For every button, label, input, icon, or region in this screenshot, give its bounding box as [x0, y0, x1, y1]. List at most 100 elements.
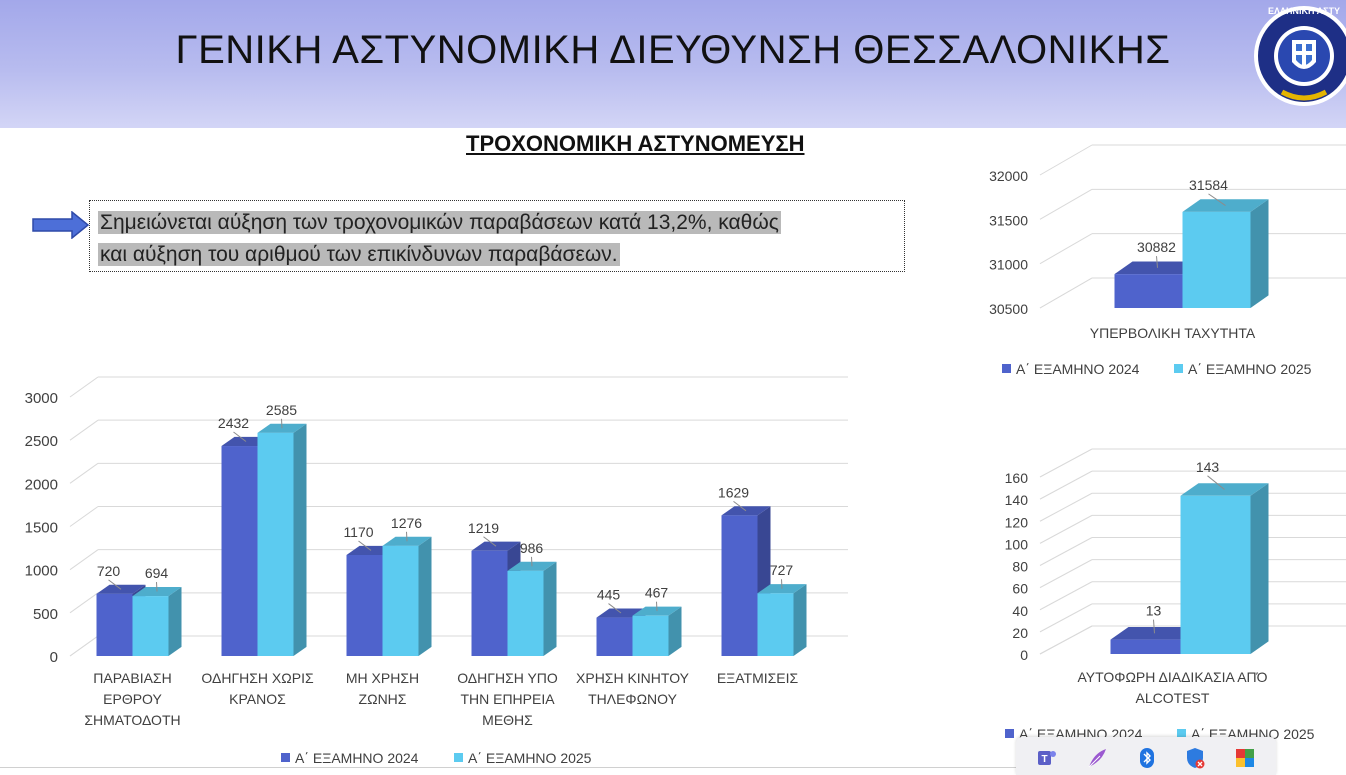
y-tick-label: 60	[1012, 581, 1028, 597]
category-label: ΕΞΑΤΜΙΣΕΙΣ	[717, 670, 799, 686]
grid-line-side	[1039, 144, 1093, 176]
legend-swatch	[1177, 729, 1186, 738]
y-tick-label: 500	[33, 606, 58, 623]
bar	[1182, 211, 1251, 308]
grid-line-side	[69, 592, 99, 614]
bar	[596, 617, 633, 656]
data-label-leader	[233, 431, 247, 442]
legend-label: Α΄ ΕΞΑΜΗΝΟ 2025	[1188, 361, 1312, 377]
grid-line-side	[69, 376, 99, 398]
arrow-right-icon	[32, 211, 90, 239]
alcotest-bar-chart: 0 20 40 60 80 100 120 140 160 13 143 ΑΥΤΟΦΩΡΗ ΔΙΑΔΙ…	[1005, 448, 1346, 742]
grid-line-side	[1039, 448, 1093, 478]
bar-top	[382, 536, 432, 546]
data-label-leader	[483, 536, 497, 547]
grid-line-side	[1039, 581, 1093, 611]
y-tick-label: 1000	[25, 563, 58, 580]
y-tick-label: 1500	[25, 520, 58, 537]
taskbar-tray: T	[1016, 737, 1276, 775]
bar	[721, 515, 758, 656]
data-label: 2585	[266, 402, 297, 418]
teams-icon[interactable]: T	[1036, 747, 1058, 769]
data-label: 30882	[1137, 239, 1176, 255]
grid-line-side	[1039, 625, 1093, 655]
category-label: ΜΕΘΗΣ	[482, 712, 533, 728]
legend-label: Α΄ ΕΞΑΜΗΝΟ 2024	[1016, 361, 1140, 377]
category-label: ALCOTEST	[1136, 690, 1210, 706]
feather-icon[interactable]	[1086, 747, 1108, 769]
legend-swatch	[454, 753, 463, 762]
y-tick-label: 100	[1005, 536, 1029, 552]
note-line-1: Σημειώνεται αύξηση των τροχονομικών παρα…	[98, 211, 781, 234]
data-label: 986	[520, 540, 544, 556]
colorful-app-icon[interactable]	[1234, 747, 1256, 769]
bar	[257, 432, 294, 656]
category-label: ΚΡΑΝΟΣ	[229, 691, 286, 707]
legend-label: Α΄ ΕΞΑΜΗΝΟ 2025	[468, 750, 592, 766]
data-label-leader	[781, 579, 783, 589]
legend-label: Α΄ ΕΞΑΜΗΝΟ 2024	[295, 750, 419, 766]
legend-swatch	[1002, 364, 1011, 373]
data-label: 720	[97, 563, 121, 579]
data-label-leader	[358, 540, 372, 551]
grid-line-side	[1039, 277, 1093, 309]
bar	[382, 545, 419, 656]
bar-top	[721, 506, 771, 516]
grid-line-side	[69, 506, 99, 527]
page-title: ΓΕΝΙΚΗ ΑΣΤΥΝΟΜΙΚΗ ΔΙΕΥΘΥΝΣΗ ΘΕΣΣΑΛΟΝΙΚΗΣ	[175, 28, 1171, 72]
header-banner: ΓΕΝΙΚΗ ΑΣΤΥΝΟΜΙΚΗ ΔΙΕΥΘΥΝΣΗ ΘΕΣΣΑΛΟΝΙΚΗΣ…	[0, 0, 1346, 128]
bar-side	[543, 561, 557, 656]
security-shield-icon[interactable]	[1184, 747, 1206, 769]
category-label: ΑΥΤΟΦΩΡΗ ΔΙΑΔΙΚΑΣΙΑ ΑΠΌ	[1077, 669, 1267, 685]
y-tick-label: 2000	[25, 476, 58, 493]
bar	[96, 593, 133, 656]
bar	[132, 596, 169, 656]
grid-line-side	[1039, 537, 1093, 566]
data-label-leader	[406, 531, 408, 542]
logo-text: ΕΛΛΗΝΙΚΗ ΑΣΤΥ	[1268, 6, 1340, 16]
y-tick-label: 120	[1005, 514, 1029, 530]
police-logo-icon: ΕΛΛΗΝΙΚΗ ΑΣΤΥ	[1254, 6, 1346, 106]
grid-line-side	[69, 635, 99, 657]
bottom-divider	[0, 767, 1016, 768]
data-label: 143	[1196, 459, 1220, 475]
grid-line-side	[1039, 559, 1093, 589]
data-label: 694	[145, 565, 169, 581]
data-label-leader	[656, 601, 658, 612]
data-label-leader	[108, 579, 122, 590]
bluetooth-icon[interactable]	[1136, 747, 1158, 769]
grid-line-side	[69, 549, 99, 571]
speeding-bar-chart: 30500 31000 31500 32000 30882 31584 ΥΠΕΡΒΟΛΙΚΗ…	[989, 144, 1346, 377]
bar	[1114, 274, 1183, 308]
data-label: 727	[770, 562, 794, 578]
svg-text:T: T	[1041, 754, 1047, 765]
bar	[632, 615, 669, 656]
data-label: 445	[597, 587, 621, 603]
bar-side	[793, 584, 807, 656]
category-label: ΠΑΡΑΒΙΑΣΗ	[93, 670, 171, 686]
bar-top	[507, 561, 557, 571]
y-tick-label: 160	[1005, 470, 1029, 486]
legend-swatch	[281, 753, 290, 762]
category-label: ΖΩΝΗΣ	[359, 691, 407, 707]
note-text: Σημειώνεται αύξηση των τροχονομικών παρα…	[98, 207, 781, 271]
section-subtitle: ΤΡΟΧΟΝΟΜΙΚΗ ΑΣΤΥΝΟΜΕΥΣΗ	[466, 131, 805, 156]
bar	[507, 570, 544, 656]
grid-line-side	[69, 419, 99, 441]
category-label: ΥΠΕΡΒΟΛΙΚΗ ΤΑΧΥΤΗΤΑ	[1090, 325, 1256, 341]
y-tick-label: 30500	[989, 301, 1028, 317]
category-label: ΕΡΘΡΟΥ	[103, 691, 162, 707]
data-label: 13	[1146, 603, 1162, 619]
grid-line-side	[1039, 492, 1093, 522]
category-label: ΤΗΝ ΕΠΗΡΕΙΑ	[460, 691, 555, 707]
data-label: 1276	[391, 515, 422, 531]
data-label-leader	[156, 582, 158, 592]
data-label-leader	[281, 418, 283, 429]
data-label-leader	[733, 500, 747, 512]
y-tick-label: 20	[1012, 625, 1028, 641]
bar	[1110, 639, 1181, 654]
note-box: Σημειώνεται αύξηση των τροχονομικών παρα…	[89, 200, 905, 272]
bar-side	[168, 586, 182, 656]
grid-line-side	[69, 462, 99, 484]
y-tick-label: 31000	[989, 257, 1028, 273]
